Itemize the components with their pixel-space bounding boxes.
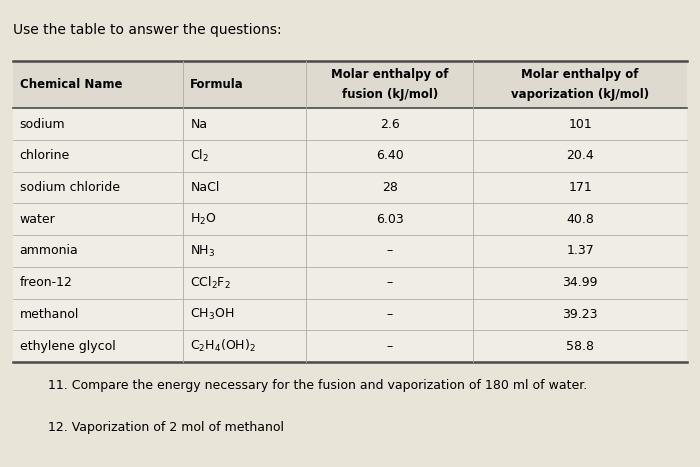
Text: 39.23: 39.23 [563,308,598,321]
Text: fusion (kJ/mol): fusion (kJ/mol) [342,88,438,101]
Bar [13,330,687,362]
Text: 12. Vaporization of 2 mol of methanol: 12. Vaporization of 2 mol of methanol [48,421,284,434]
Text: ammonia: ammonia [20,244,78,257]
Text: Use the table to answer the questions:: Use the table to answer the questions: [13,23,281,37]
Text: 40.8: 40.8 [566,213,594,226]
Text: 6.03: 6.03 [376,213,404,226]
Text: 11. Compare the energy necessary for the fusion and vaporization of 180 ml of wa: 11. Compare the energy necessary for the… [48,379,587,392]
Text: 1.37: 1.37 [566,244,594,257]
Text: ethylene glycol: ethylene glycol [20,340,116,353]
Text: water: water [20,213,55,226]
Bar [13,172,687,204]
Text: chlorine: chlorine [20,149,70,163]
Bar [13,298,687,330]
Bar [13,140,687,172]
Text: sodium chloride: sodium chloride [20,181,120,194]
Text: NaCl: NaCl [190,181,220,194]
Bar [13,61,687,108]
Text: –: – [386,308,393,321]
Text: Molar enthalpy of: Molar enthalpy of [522,68,639,81]
Text: Molar enthalpy of: Molar enthalpy of [331,68,449,81]
Text: vaporization (kJ/mol): vaporization (kJ/mol) [511,88,650,101]
Bar [13,108,687,140]
Text: Formula: Formula [190,78,244,91]
Text: Cl$_2$: Cl$_2$ [190,148,209,164]
Text: 2.6: 2.6 [380,118,400,131]
Text: CCl$_2$F$_2$: CCl$_2$F$_2$ [190,275,231,291]
Bar [13,267,687,298]
Text: 171: 171 [568,181,592,194]
Text: freon-12: freon-12 [20,276,73,289]
Text: sodium: sodium [20,118,65,131]
Text: 20.4: 20.4 [566,149,594,163]
Text: H$_2$O: H$_2$O [190,212,217,227]
Bar [13,204,687,235]
Text: 101: 101 [568,118,592,131]
Text: Na: Na [190,118,207,131]
Text: NH$_3$: NH$_3$ [190,243,216,259]
Text: 6.40: 6.40 [376,149,404,163]
Text: 28: 28 [382,181,398,194]
Text: –: – [386,276,393,289]
Text: 58.8: 58.8 [566,340,594,353]
Text: 34.99: 34.99 [563,276,598,289]
Text: –: – [386,244,393,257]
Bar [13,235,687,267]
Text: CH$_3$OH: CH$_3$OH [190,307,234,322]
Text: C$_2$H$_4$(OH)$_2$: C$_2$H$_4$(OH)$_2$ [190,338,256,354]
Text: –: – [386,340,393,353]
Text: methanol: methanol [20,308,79,321]
Text: Chemical Name: Chemical Name [20,78,122,91]
